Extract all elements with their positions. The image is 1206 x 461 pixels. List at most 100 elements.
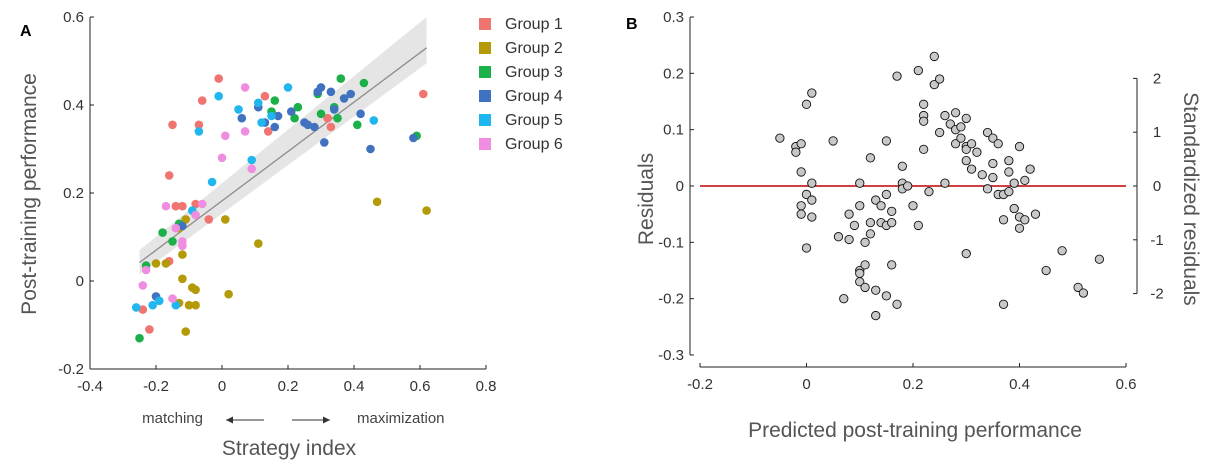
residual-point xyxy=(887,260,897,270)
residual-point xyxy=(860,237,870,247)
x-tick-label-a: 0 xyxy=(218,378,226,395)
arrow-right-icon xyxy=(292,416,330,424)
residual-point xyxy=(950,139,961,149)
legend-swatch xyxy=(479,18,491,30)
residual-point xyxy=(961,248,971,259)
data-point-group-6 xyxy=(171,223,181,233)
residual-point xyxy=(1057,246,1067,256)
data-point-group-6 xyxy=(178,241,187,251)
residual-point xyxy=(871,310,881,321)
data-point-group-4 xyxy=(287,107,296,116)
legend-label: Group 4 xyxy=(505,88,563,105)
residual-point xyxy=(988,133,998,143)
data-point-group-1 xyxy=(191,199,200,209)
y-tick-label-a: 0.2 xyxy=(63,185,84,202)
y-tick-label-b-right: 0 xyxy=(1153,178,1161,195)
residual-point xyxy=(1009,203,1019,214)
data-point-group-2 xyxy=(422,206,431,215)
x-tick-label-b: 0.4 xyxy=(1009,376,1030,393)
residual-point xyxy=(1041,265,1051,276)
data-point-group-1 xyxy=(204,215,214,224)
residual-point xyxy=(1004,167,1014,177)
residual-point xyxy=(934,127,945,138)
residual-point xyxy=(1014,141,1025,152)
data-point-group-4 xyxy=(326,87,336,97)
data-point-group-5 xyxy=(283,83,293,92)
data-point-group-4 xyxy=(346,89,356,99)
data-point-group-5 xyxy=(194,127,204,136)
residual-point xyxy=(993,139,1003,149)
data-point-group-1 xyxy=(164,171,174,180)
y-tick-label-b: 0.2 xyxy=(663,65,684,82)
residual-point xyxy=(887,217,897,228)
residual-point xyxy=(961,144,971,155)
data-point-group-5 xyxy=(369,116,379,125)
residual-point xyxy=(982,184,993,194)
y-tick-label-a: 0.4 xyxy=(63,97,84,114)
residual-point xyxy=(903,181,913,191)
x-tick-label-b: 0 xyxy=(802,376,810,393)
residual-point xyxy=(844,234,854,245)
fit-line xyxy=(139,47,427,264)
data-point-group-1 xyxy=(138,305,148,314)
y-tick-label-b: 0 xyxy=(676,178,684,195)
data-point-group-5 xyxy=(257,118,266,127)
residual-point xyxy=(1020,175,1030,186)
data-point-group-1 xyxy=(323,113,332,123)
residual-point xyxy=(801,99,812,109)
data-point-group-6 xyxy=(221,131,230,141)
data-point-group-5 xyxy=(267,111,276,121)
residual-point xyxy=(881,291,892,301)
y-tick-label-b: 0.3 xyxy=(663,9,684,26)
y-tick-label-b: -0.3 xyxy=(658,347,684,364)
residual-point xyxy=(796,201,806,211)
data-point-group-2 xyxy=(253,239,263,248)
confidence-band-area xyxy=(139,17,427,275)
residual-point xyxy=(1025,164,1035,174)
data-point-group-6 xyxy=(168,294,177,303)
legend: Group 1 Group 2 Group 3 Group 4 Group 5 Group… xyxy=(479,16,563,153)
residual-point xyxy=(881,136,892,146)
data-point-group-6 xyxy=(217,153,227,163)
legend-label: Group 5 xyxy=(505,112,563,129)
data-point-group-5 xyxy=(207,177,217,187)
residual-point xyxy=(1030,209,1041,219)
data-point-group-4 xyxy=(303,120,313,130)
residual-point xyxy=(929,79,939,90)
scatter-points-b xyxy=(775,51,1105,321)
regression-line xyxy=(139,47,427,264)
legend-swatch xyxy=(479,66,491,78)
residual-point xyxy=(908,201,918,211)
data-point-group-5 xyxy=(148,300,157,310)
residual-point xyxy=(961,113,971,124)
data-point-group-2 xyxy=(178,250,187,259)
data-point-group-1 xyxy=(194,120,204,130)
data-point-group-4 xyxy=(273,111,283,121)
x-tick-label-a: -0.2 xyxy=(143,378,169,395)
legend-label: Group 6 xyxy=(505,136,563,153)
y-tick-label-a: 0 xyxy=(76,273,84,290)
data-point-group-5 xyxy=(214,91,223,101)
data-point-group-3 xyxy=(270,96,280,105)
y-tick-label-b-right: 1 xyxy=(1153,124,1161,141)
residual-point xyxy=(924,186,934,197)
y-tick-label-b-right: 2 xyxy=(1153,70,1161,87)
residual-point xyxy=(876,201,886,211)
data-point-group-1 xyxy=(168,120,177,130)
residual-point xyxy=(977,170,987,180)
legend-swatch xyxy=(479,138,491,150)
x-axis-label-b: Predicted post-training performance xyxy=(748,419,1082,442)
x-tick-label-a: 0.6 xyxy=(410,378,431,395)
residual-point xyxy=(913,65,923,76)
residual-point xyxy=(807,178,817,188)
residual-point xyxy=(998,299,1009,309)
data-point-group-1 xyxy=(326,122,336,132)
legend-label: Group 3 xyxy=(505,64,563,81)
data-point-group-2 xyxy=(181,215,190,224)
residual-point xyxy=(881,189,892,200)
residual-point xyxy=(940,110,950,121)
data-point-group-2 xyxy=(184,300,194,310)
residual-point xyxy=(1073,282,1083,293)
residual-point xyxy=(919,99,929,109)
